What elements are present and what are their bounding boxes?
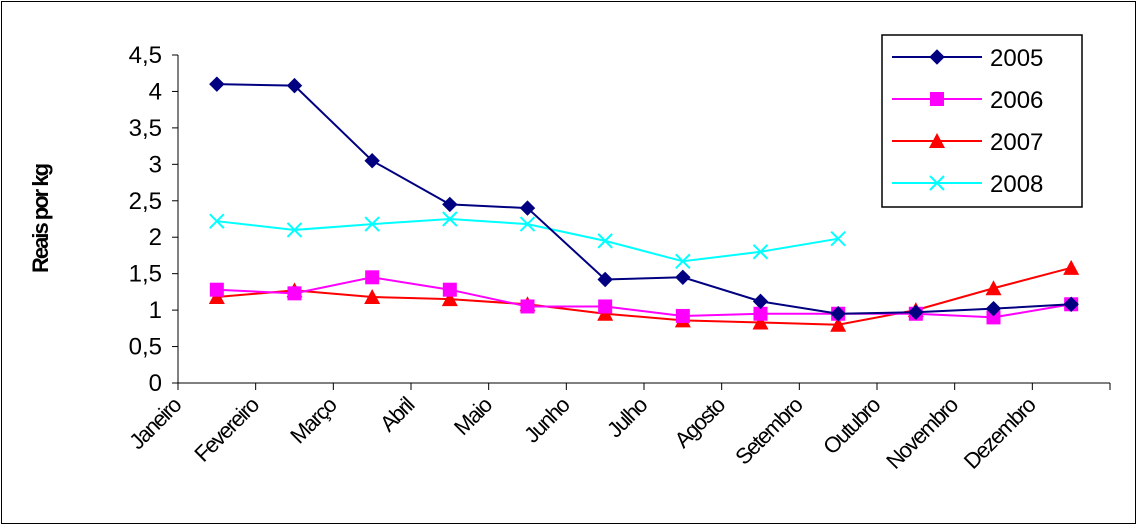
x-tick-label: Julho xyxy=(602,392,652,442)
y-tick-label: 2 xyxy=(149,224,162,251)
data-point-2005 xyxy=(209,76,225,92)
x-tick-label: Setembro xyxy=(730,392,808,470)
legend-label-2006: 2006 xyxy=(990,87,1043,114)
y-tick-label: 0,5 xyxy=(129,334,162,361)
data-point-2005 xyxy=(442,196,458,213)
data-point-2005 xyxy=(597,271,613,288)
y-tick-label: 1 xyxy=(149,297,162,324)
data-point-2008 xyxy=(286,222,303,238)
data-point-2008 xyxy=(442,211,458,227)
x-tick-label: Agosto xyxy=(669,392,730,453)
y-axis-title: Reais por kg xyxy=(28,164,53,273)
data-point-2005 xyxy=(830,306,846,322)
data-point-2007 xyxy=(830,316,847,332)
legend-label-2008: 2008 xyxy=(990,171,1043,198)
y-tick-label: 3,5 xyxy=(129,115,162,142)
data-point-2005 xyxy=(675,269,691,286)
x-tick-label: Maio xyxy=(449,392,497,440)
data-point-2008 xyxy=(209,213,225,229)
y-tick-label: 3 xyxy=(149,151,162,178)
legend-box xyxy=(881,34,1083,208)
data-point-2008 xyxy=(364,216,380,232)
legend-marker-2008 xyxy=(929,175,945,191)
data-point-2007 xyxy=(441,291,458,307)
x-tick-label: Novembro xyxy=(881,392,963,474)
x-tick-label: Junho xyxy=(519,392,575,448)
data-point-2008 xyxy=(519,216,536,232)
x-tick-label: Outubro xyxy=(818,392,885,459)
legend-label-2007: 2007 xyxy=(990,129,1043,156)
x-tick-label: Fevereiro xyxy=(189,392,264,467)
y-tick-label: 4,5 xyxy=(129,42,162,69)
data-point-2005 xyxy=(752,293,769,310)
data-point-2005 xyxy=(985,300,1002,317)
series-line-2005 xyxy=(216,83,1072,315)
data-point-2007 xyxy=(1063,259,1080,275)
y-tick-label: 4 xyxy=(149,78,162,105)
data-point-2005 xyxy=(519,200,536,216)
data-point-2007 xyxy=(985,280,1002,296)
data-point-2007 xyxy=(752,314,769,330)
data-point-2006 xyxy=(442,282,457,297)
data-point-2008 xyxy=(675,253,691,269)
data-point-2007 xyxy=(364,288,381,304)
y-tick-label: 2,5 xyxy=(129,188,162,215)
data-point-2006 xyxy=(753,306,768,321)
x-tick-label: Janeiro xyxy=(124,392,186,454)
data-point-2005 xyxy=(1063,296,1079,312)
data-point-2008 xyxy=(830,230,846,247)
series-line-2007 xyxy=(216,266,1072,326)
data-point-2005 xyxy=(364,152,380,169)
data-point-2006 xyxy=(598,299,613,314)
legend-marker-2006 xyxy=(930,92,944,106)
data-point-2006 xyxy=(675,308,690,323)
legend-marker-2005 xyxy=(929,49,945,65)
data-point-2006 xyxy=(287,286,302,301)
data-point-2005 xyxy=(908,304,924,321)
y-tick-label: 0 xyxy=(149,370,162,397)
data-point-2006 xyxy=(365,270,380,285)
data-point-2005 xyxy=(286,77,303,94)
data-point-2008 xyxy=(752,244,769,260)
data-point-2006 xyxy=(209,282,224,297)
x-tick-label: Março xyxy=(285,392,341,448)
series-line-2006 xyxy=(216,276,1072,319)
data-point-2006 xyxy=(986,310,1001,325)
legend-marker-2007 xyxy=(929,133,945,148)
y-tick-label: 1,5 xyxy=(129,261,162,288)
data-point-2008 xyxy=(597,233,613,249)
x-tick-label: Dezembro xyxy=(959,392,1041,474)
data-point-2006 xyxy=(520,299,535,314)
x-tick-label: Abril xyxy=(375,392,419,436)
legend-label-2005: 2005 xyxy=(990,45,1043,72)
